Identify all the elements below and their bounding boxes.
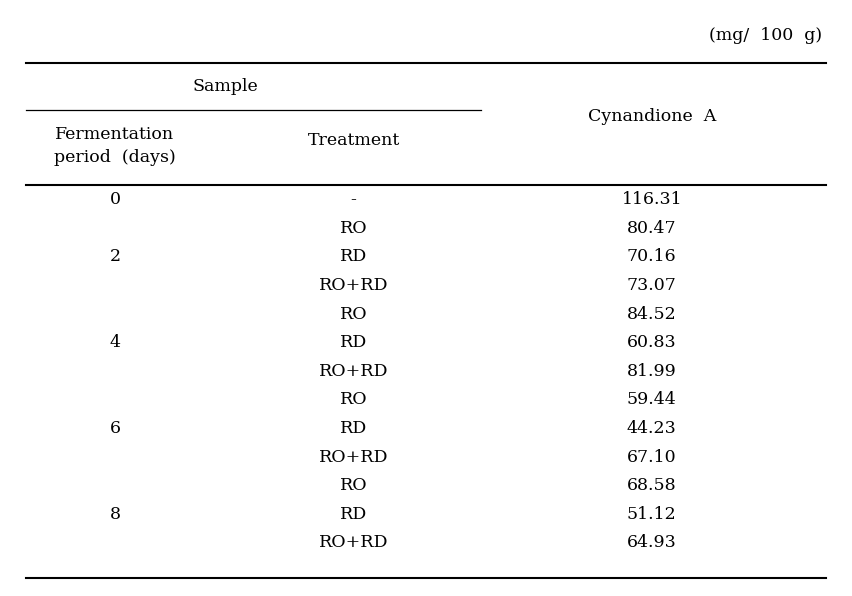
Text: RD: RD [340, 334, 367, 351]
Text: RO: RO [340, 306, 367, 322]
Text: Treatment: Treatment [308, 132, 400, 148]
Text: Cynandione  A: Cynandione A [588, 108, 716, 125]
Text: RO+RD: RO+RD [319, 363, 389, 380]
Text: RO+RD: RO+RD [319, 535, 389, 551]
Text: 116.31: 116.31 [621, 191, 682, 208]
Text: 0: 0 [110, 191, 120, 208]
Text: RO: RO [340, 477, 367, 494]
Text: 2: 2 [109, 249, 121, 265]
Text: (mg/  100  g): (mg/ 100 g) [709, 27, 822, 44]
Text: 51.12: 51.12 [627, 506, 676, 523]
Text: 80.47: 80.47 [627, 220, 676, 237]
Text: 59.44: 59.44 [627, 392, 676, 408]
Text: 81.99: 81.99 [627, 363, 676, 380]
Text: RO+RD: RO+RD [319, 449, 389, 465]
Text: Fermentation
period  (days): Fermentation period (days) [55, 126, 176, 166]
Text: 6: 6 [110, 420, 120, 437]
Text: Sample: Sample [193, 78, 259, 95]
Text: RD: RD [340, 249, 367, 265]
Text: 60.83: 60.83 [627, 334, 676, 351]
Text: -: - [351, 191, 356, 208]
Text: 67.10: 67.10 [627, 449, 676, 465]
Text: 4: 4 [110, 334, 120, 351]
Text: 84.52: 84.52 [627, 306, 676, 322]
Text: RD: RD [340, 506, 367, 523]
Text: RO+RD: RO+RD [319, 277, 389, 294]
Text: 73.07: 73.07 [627, 277, 676, 294]
Text: RO: RO [340, 392, 367, 408]
Text: 70.16: 70.16 [627, 249, 676, 265]
Text: 8: 8 [110, 506, 120, 523]
Text: 68.58: 68.58 [627, 477, 676, 494]
Text: RD: RD [340, 420, 367, 437]
Text: 44.23: 44.23 [627, 420, 676, 437]
Text: RO: RO [340, 220, 367, 237]
Text: 64.93: 64.93 [627, 535, 676, 551]
